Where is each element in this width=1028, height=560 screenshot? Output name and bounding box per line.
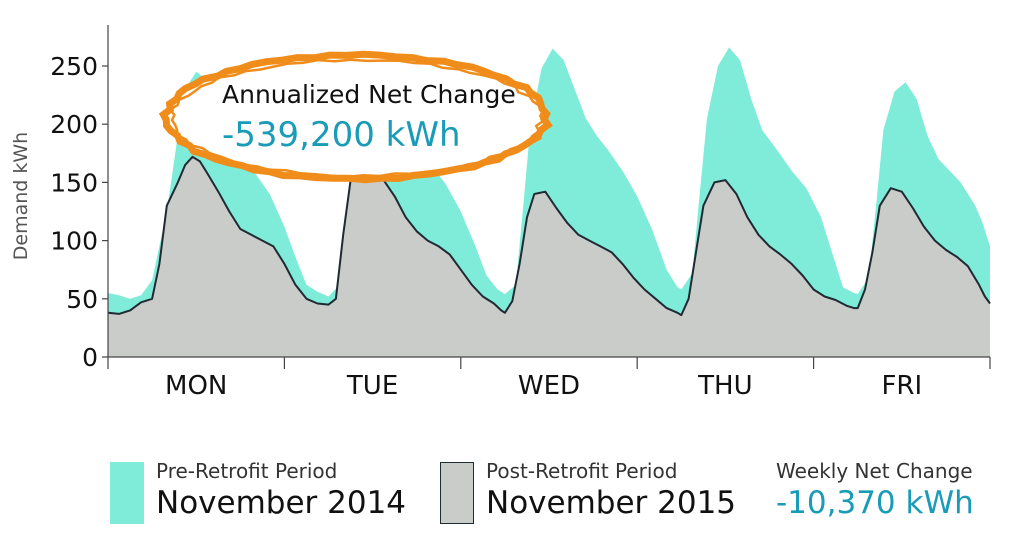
x-tick-label: FRI <box>881 371 922 401</box>
legend-pre-label: Pre-Retrofit Period <box>156 459 338 483</box>
x-tick-label: TUE <box>346 371 398 401</box>
weekly-change-label: Weekly Net Change <box>776 459 973 483</box>
legend-post-period: November 2015 <box>486 485 737 521</box>
callout-ring <box>158 50 553 184</box>
x-tick-label: THU <box>697 371 752 401</box>
y-tick-label: 250 <box>50 52 98 81</box>
x-tick-label: MON <box>165 371 227 401</box>
legend-post-label: Post-Retrofit Period <box>486 459 678 483</box>
callout-value: -539,200 kWh <box>222 115 461 155</box>
area-post-retrofit <box>108 156 990 357</box>
legend-post: Post-Retrofit Period November 2015 <box>440 458 736 524</box>
y-tick-label: 0 <box>82 343 98 372</box>
legend-swatch-post <box>440 462 474 524</box>
demand-chart: 0 50 100 150 200 250 Demand kWh MON TUE WED THU FRI… <box>10 25 991 401</box>
y-tick-label: 150 <box>50 168 98 197</box>
axes: 0 50 100 150 200 250 Demand kWh MON TUE WED THU FRI <box>10 25 991 401</box>
weekly-change-value: -10,370 kWh <box>776 485 974 521</box>
annualized-callout: Annualized Net Change -539,200 kWh <box>158 50 553 184</box>
legend-pre-period: November 2014 <box>156 485 407 521</box>
y-tick-label: 50 <box>66 285 98 314</box>
callout-ring-inner <box>168 58 545 179</box>
legend-weekly: Weekly Net Change -10,370 kWh <box>776 458 974 522</box>
post-retrofit-line <box>107 155 991 317</box>
x-tick-label: WED <box>518 371 580 401</box>
y-tick-label: 100 <box>50 227 98 256</box>
legend-pre: Pre-Retrofit Period November 2014 <box>110 458 406 524</box>
y-axis-label: Demand kWh <box>10 132 32 260</box>
plot-area <box>107 47 991 358</box>
legend-swatch-pre <box>110 462 144 524</box>
callout-label: Annualized Net Change <box>222 80 516 109</box>
y-tick-label: 200 <box>50 110 98 139</box>
